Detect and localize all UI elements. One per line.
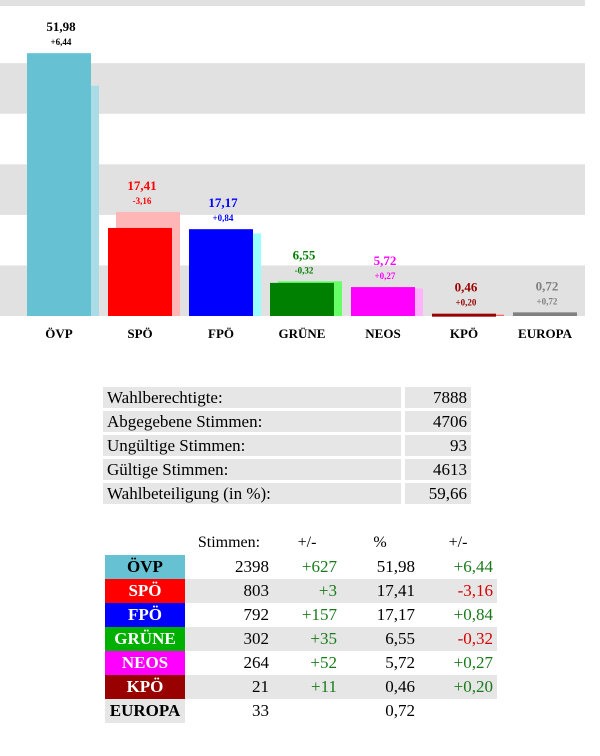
header-votes: Stimmen:: [197, 534, 261, 551]
bar: [432, 313, 496, 317]
value-label: 6,55: [293, 247, 316, 262]
party-label: ÖVP: [105, 555, 185, 579]
bar: [27, 53, 91, 317]
party-label: GRÜNE: [105, 627, 185, 651]
summary-value: 93: [405, 435, 471, 456]
percent-cell: 0,46: [341, 675, 419, 699]
change-label: +0,84: [213, 213, 234, 223]
change-label: -3,16: [133, 196, 152, 206]
change-label: +0,27: [375, 271, 396, 281]
header-percent: %: [373, 534, 387, 551]
percent-diff-cell: +6,44: [453, 557, 493, 576]
percent-cell: 0,72: [385, 701, 415, 720]
results-table: Stimmen: +/- % +/- ÖVP 2398 +627 51,98 +6,44…: [105, 531, 497, 723]
summary-label: Wahlbeteiligung (in %):: [103, 483, 401, 504]
votes-diff-cell: +157: [301, 605, 337, 624]
percent-cell: 17,17: [376, 605, 415, 624]
party-label: SPÖ: [105, 579, 185, 603]
change-label: +0,20: [456, 298, 477, 308]
party-label: NEOS: [105, 651, 185, 675]
bar: [189, 229, 253, 316]
summary-row: Wahlberechtigte: 7888: [103, 387, 471, 408]
percent-diff-cell: +0,20: [419, 675, 497, 699]
percent-diff-cell: +0,27: [453, 653, 493, 672]
bar: [513, 312, 577, 316]
result-row: SPÖ 803 +3 17,41 -3,16: [105, 579, 497, 603]
result-row: EUROPA 33 0,72: [105, 699, 497, 723]
votes-diff-cell: +11: [273, 675, 341, 699]
value-label: 0,72: [536, 278, 559, 293]
votes-diff-cell: +35: [273, 627, 341, 651]
result-row: KPÖ 21 +11 0,46 +0,20: [105, 675, 497, 699]
party-label: KPÖ: [105, 675, 185, 699]
result-row: ÖVP 2398 +627 51,98 +6,44: [105, 555, 497, 579]
votes-diff-cell: +3: [273, 579, 341, 603]
change-label: +6,44: [51, 37, 72, 47]
percent-diff-cell: -0,32: [419, 627, 497, 651]
summary-row: Gültige Stimmen: 4613: [103, 459, 471, 480]
summary-value: 7888: [405, 387, 471, 408]
category-label: SPÖ: [127, 326, 152, 341]
percent-cell: 6,55: [341, 627, 419, 651]
category-label: GRÜNE: [279, 326, 326, 341]
votes-cell: 33: [252, 701, 269, 720]
result-row: GRÜNE 302 +35 6,55 -0,32: [105, 627, 497, 651]
bar: [351, 287, 415, 316]
category-label: ÖVP: [45, 326, 73, 341]
category-label: NEOS: [365, 326, 400, 341]
bar: [108, 227, 172, 316]
percent-diff-cell: -3,16: [419, 579, 497, 603]
votes-diff-cell: [273, 699, 341, 723]
summary-row: Wahlbeteiligung (in %): 59,66: [103, 483, 471, 504]
votes-cell: 2398: [235, 557, 269, 576]
summary-label: Wahlberechtigte:: [103, 387, 401, 408]
result-row: NEOS 264 +52 5,72 +0,27: [105, 651, 497, 675]
value-label: 0,46: [455, 280, 478, 295]
election-bar-chart: 51,98 +6,44 ÖVP 17,41 -3,16 SPÖ 17,17 +0,84 FPÖ 6…: [0, 0, 585, 341]
category-label: EUROPA: [518, 326, 573, 341]
summary-value: 4706: [405, 411, 471, 432]
summary-row: Abgegebene Stimmen: 4706: [103, 411, 471, 432]
results-header-row: Stimmen: +/- % +/-: [105, 531, 497, 555]
category-label: KPÖ: [450, 326, 478, 341]
votes-cell: 264: [243, 653, 270, 672]
result-row: FPÖ 792 +157 17,17 +0,84: [105, 603, 497, 627]
header-votes-diff: +/-: [297, 534, 317, 551]
change-label: -0,32: [295, 265, 314, 275]
party-label: EUROPA: [105, 699, 185, 723]
votes-cell: 302: [185, 627, 273, 651]
percent-cell: 17,41: [341, 579, 419, 603]
votes-cell: 792: [243, 605, 270, 624]
bar: [270, 282, 334, 316]
summary-label: Abgegebene Stimmen:: [103, 411, 401, 432]
summary-label: Gültige Stimmen:: [103, 459, 401, 480]
votes-cell: 21: [185, 675, 273, 699]
summary-label: Ungültige Stimmen:: [103, 435, 401, 456]
percent-diff-cell: [419, 699, 497, 723]
votes-diff-cell: +627: [301, 557, 337, 576]
value-label: 17,41: [127, 178, 156, 193]
percent-diff-cell: +0,84: [453, 605, 493, 624]
turnout-summary-table: Wahlberechtigte: 7888 Abgegebene Stimmen: 4…: [103, 384, 471, 507]
summary-value: 4613: [405, 459, 471, 480]
category-label: FPÖ: [208, 326, 234, 341]
value-label: 51,98: [46, 19, 76, 34]
summary-value: 59,66: [405, 483, 471, 504]
value-label: 17,17: [208, 195, 238, 210]
change-label: +0,72: [537, 296, 558, 306]
votes-diff-cell: +52: [310, 653, 337, 672]
percent-cell: 51,98: [376, 557, 415, 576]
party-label: FPÖ: [105, 603, 185, 627]
percent-cell: 5,72: [385, 653, 415, 672]
summary-row: Ungültige Stimmen: 93: [103, 435, 471, 456]
grid-band: [0, 0, 585, 6]
value-label: 5,72: [374, 253, 397, 268]
header-percent-diff: +/-: [448, 534, 468, 551]
votes-cell: 803: [185, 579, 273, 603]
